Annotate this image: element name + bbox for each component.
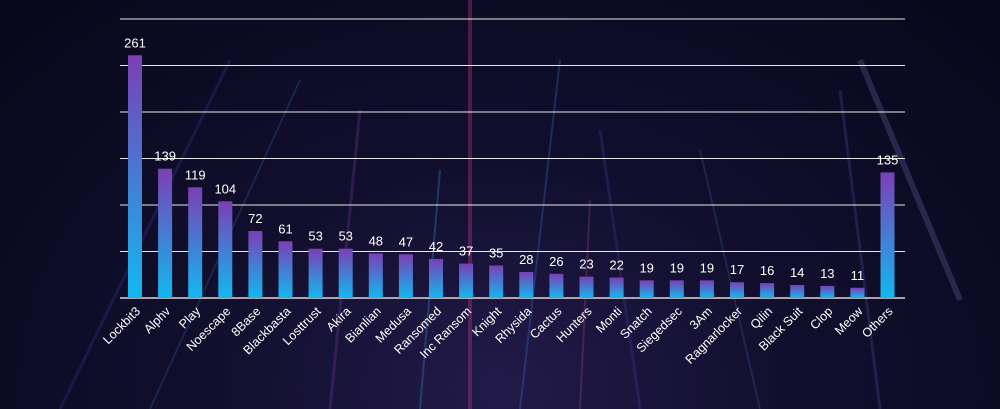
bar-siegedsec (669, 280, 684, 298)
bar-cactus (549, 273, 564, 298)
value-label: 28 (519, 252, 533, 267)
bars-layer (128, 55, 895, 298)
bar-losttrust (308, 248, 323, 298)
bar-8base (248, 231, 263, 298)
value-label: 19 (700, 260, 714, 275)
value-label: 104 (214, 181, 236, 196)
value-label: 17 (730, 262, 744, 277)
background-streak (699, 149, 761, 409)
bar-ragnarlocker (730, 282, 744, 298)
value-labels-layer: 261 139 119 104 72 61 53 53 48 47 42 37 35 28 26 23 22 19… (124, 35, 898, 282)
bar-blackbasta (278, 241, 293, 298)
bar-clop (820, 285, 835, 298)
bar-ransomed (429, 258, 443, 298)
value-label: 37 (459, 244, 473, 259)
bar-medusa (398, 254, 413, 298)
bar-others (880, 172, 895, 298)
bar-snatch (639, 280, 654, 298)
value-label: 19 (670, 260, 684, 275)
bar-noescape (218, 201, 233, 298)
value-label: 139 (154, 149, 176, 164)
value-label: 119 (185, 167, 206, 182)
bar-black-suit (790, 284, 805, 298)
value-label: 72 (248, 211, 262, 226)
bar-qilin (760, 283, 775, 298)
background-streak (838, 89, 882, 409)
category-tick-label: Lockbit3 (100, 304, 143, 347)
bar-hunters (579, 276, 594, 298)
value-label: 47 (399, 234, 413, 249)
value-label: 19 (639, 260, 653, 275)
background-streak (598, 129, 642, 409)
bar-inc-ransom (459, 263, 474, 298)
value-label: 135 (877, 152, 899, 167)
value-label: 22 (609, 258, 623, 273)
value-label: 11 (851, 268, 865, 283)
bar-rhysida (519, 271, 534, 298)
background-streak (58, 59, 232, 409)
value-label: 14 (790, 265, 804, 280)
value-label: 42 (429, 239, 443, 254)
bar-monti (609, 277, 624, 298)
value-label: 13 (820, 266, 834, 281)
grid-layer (120, 18, 905, 299)
value-label: 61 (278, 221, 292, 236)
bar-lockbit3 (128, 55, 142, 298)
bar-akira (338, 248, 353, 298)
background-streak (579, 199, 591, 409)
value-label: 53 (308, 229, 322, 244)
background-streak (519, 59, 561, 409)
bar-play (188, 187, 203, 298)
value-label: 23 (579, 257, 593, 272)
value-label: 53 (338, 229, 352, 244)
category-tick-label: Alphv (141, 304, 174, 337)
category-tick-label: Others (859, 304, 895, 340)
bar-bianlian (368, 253, 383, 298)
value-label: 35 (489, 245, 503, 260)
bar-knight (489, 265, 504, 298)
bar-3am (699, 280, 714, 298)
value-label: 16 (760, 263, 774, 278)
bar-alphv (158, 168, 173, 298)
value-label: 26 (549, 254, 563, 269)
bar-meow (850, 287, 865, 298)
background-streak (857, 58, 963, 302)
value-label: 48 (369, 233, 383, 248)
value-label: 261 (124, 35, 146, 50)
